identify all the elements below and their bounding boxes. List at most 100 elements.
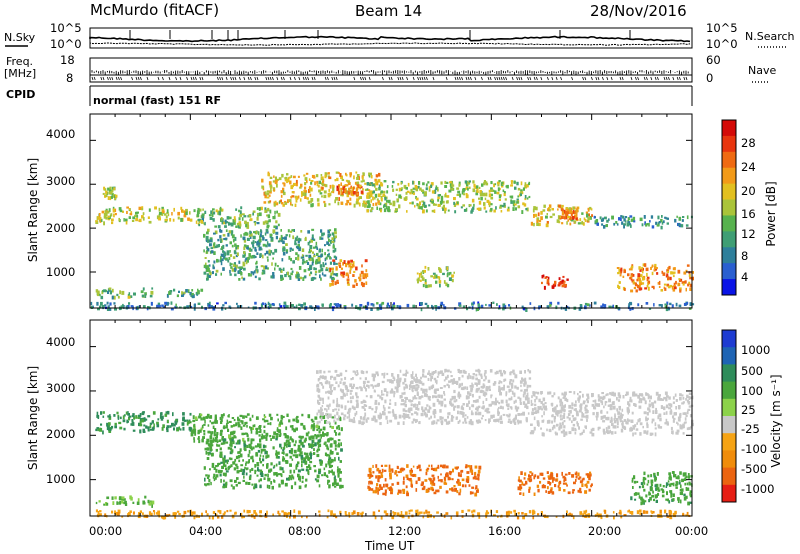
echo-cell [569, 410, 572, 414]
echo-cell [462, 407, 465, 411]
echo-cell [173, 288, 176, 292]
echo-cell [317, 378, 321, 381]
echo-cell [210, 305, 213, 308]
echo-cell [418, 396, 422, 400]
nave-tick [665, 76, 668, 81]
echo-cell [612, 401, 615, 405]
echo-cell [309, 258, 312, 262]
echo-cell [579, 403, 583, 406]
echo-cell [544, 276, 547, 279]
echo-cell [254, 275, 257, 279]
echo-cell [316, 388, 320, 392]
echo-cell [472, 400, 476, 403]
echo-cell [446, 374, 449, 379]
nave-tick [192, 76, 195, 81]
echo-cell [372, 303, 375, 307]
echo-cell [677, 422, 679, 426]
echo-cell [316, 428, 319, 431]
echo-cell [219, 474, 222, 477]
echo-cell [326, 445, 329, 450]
echo-cell [364, 182, 367, 185]
freq-top-tick: 18 [60, 53, 75, 67]
echo-cell [541, 415, 543, 418]
echo-cell [476, 408, 479, 412]
echo-cell [690, 425, 693, 429]
echo-cell [307, 230, 310, 234]
echo-cell [235, 254, 238, 258]
echo-cell [254, 301, 257, 305]
echo-cell [269, 184, 273, 188]
echo-cell [593, 301, 597, 305]
echo-cell [444, 210, 447, 214]
echo-cell [348, 202, 352, 206]
echo-cell [483, 372, 486, 377]
echo-cell [498, 382, 501, 385]
echo-cell [516, 419, 519, 423]
echo-cell [289, 230, 293, 233]
echo-cell [515, 399, 517, 403]
echo-cell [366, 192, 370, 195]
nave-tick [179, 76, 182, 81]
echo-cell [141, 412, 145, 416]
echo-cell [585, 211, 589, 214]
echo-cell [311, 257, 314, 261]
echo-cell [206, 483, 210, 486]
nave-tick [551, 76, 554, 81]
echo-cell [483, 202, 486, 206]
echo-cell [485, 398, 488, 401]
echo-cell [328, 454, 331, 459]
echo-cell [254, 445, 258, 448]
echo-cell [481, 414, 484, 417]
echo-cell [322, 431, 324, 436]
echo-cell [485, 408, 488, 412]
echo-cell [448, 420, 451, 425]
echo-cell [255, 452, 258, 457]
echo-cell [631, 307, 634, 311]
echo-cell [407, 182, 410, 187]
echo-cell [182, 210, 185, 213]
nave-tick [162, 76, 164, 81]
echo-cell [282, 248, 284, 252]
echo-cell [220, 239, 222, 242]
echo-cell [418, 421, 421, 424]
echo-cell [653, 400, 657, 404]
echo-cell [380, 474, 384, 478]
echo-cell [651, 225, 655, 229]
echo-cell [268, 219, 271, 223]
echo-cell [499, 405, 503, 409]
echo-cell [150, 290, 154, 295]
echo-cell [274, 215, 276, 220]
echo-cell [350, 265, 353, 269]
echo-cell [336, 281, 339, 284]
echo-cell [588, 304, 591, 307]
echo-cell [301, 441, 304, 446]
echo-cell [488, 193, 492, 198]
echo-cell [204, 477, 206, 482]
echo-cell [327, 396, 330, 400]
echo-cell [222, 234, 226, 237]
echo-cell [97, 293, 99, 297]
echo-cell [681, 402, 685, 405]
echo-cell [284, 274, 287, 278]
echo-cell [204, 483, 207, 486]
nave-tick [421, 76, 424, 81]
echo-cell [252, 235, 256, 240]
echo-cell [411, 190, 415, 195]
echo-cell [331, 237, 334, 241]
echo-cell [521, 389, 523, 392]
echo-cell [280, 199, 282, 202]
echo-cell [630, 265, 634, 269]
echo-cell [629, 427, 633, 432]
echo-cell [234, 479, 237, 483]
echo-cell [314, 478, 317, 481]
echo-cell [348, 414, 351, 418]
echo-cell [320, 254, 323, 258]
echo-cell [251, 255, 254, 258]
echo-cell [371, 184, 375, 187]
nave-tick [254, 76, 257, 81]
echo-cell [337, 425, 340, 428]
echo-cell [335, 256, 338, 260]
echo-cell [215, 465, 218, 468]
echo-cell [558, 282, 562, 285]
echo-cell [597, 414, 599, 418]
